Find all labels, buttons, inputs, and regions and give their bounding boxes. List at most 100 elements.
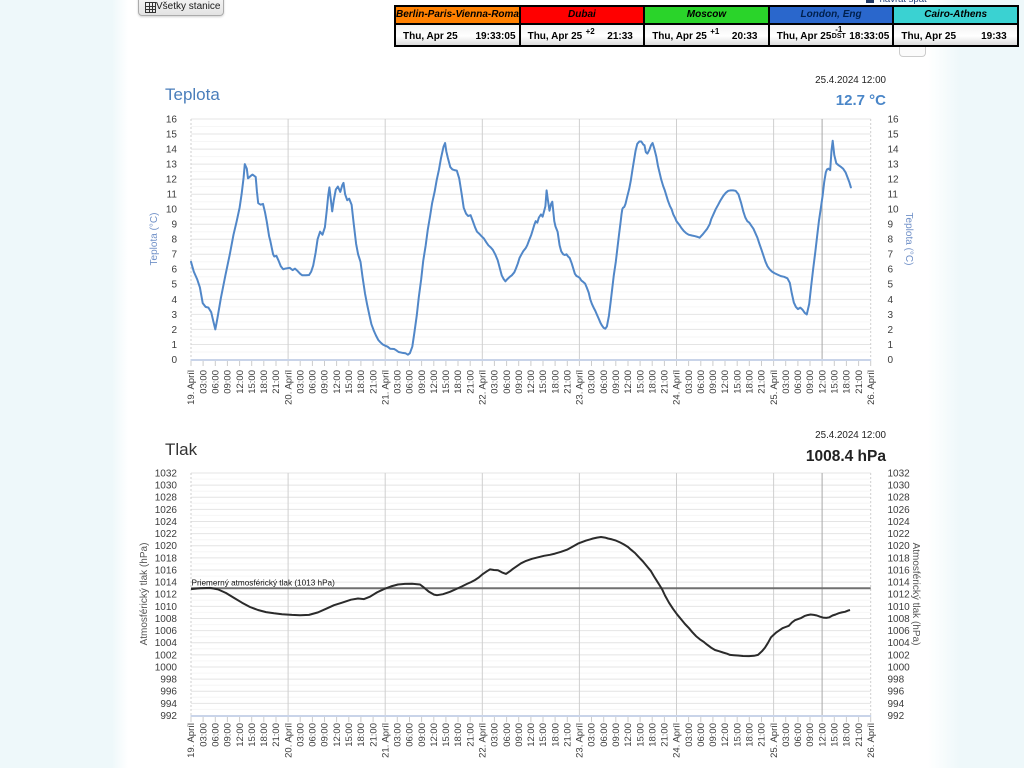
svg-text:1014: 1014: [888, 578, 911, 589]
svg-text:1018: 1018: [888, 553, 911, 564]
svg-text:1032: 1032: [155, 468, 178, 479]
svg-text:Atmosférický tlak (hPa): Atmosférický tlak (hPa): [910, 543, 921, 646]
svg-text:03:00: 03:00: [684, 723, 695, 747]
svg-text:21:00: 21:00: [465, 723, 476, 747]
svg-text:Tlak: Tlak: [165, 440, 198, 459]
svg-text:15:00: 15:00: [635, 370, 646, 394]
svg-text:1028: 1028: [888, 493, 911, 504]
svg-text:09:00: 09:00: [708, 723, 719, 747]
svg-text:21:00: 21:00: [271, 370, 282, 394]
svg-text:03:00: 03:00: [198, 723, 209, 747]
svg-text:23. Apríl: 23. Apríl: [575, 723, 586, 758]
svg-text:06:00: 06:00: [502, 370, 513, 394]
svg-text:1000: 1000: [155, 662, 178, 673]
svg-text:1010: 1010: [155, 602, 178, 613]
svg-text:1024: 1024: [155, 517, 178, 528]
svg-text:1014: 1014: [155, 578, 178, 589]
svg-text:03:00: 03:00: [587, 723, 598, 747]
svg-text:03:00: 03:00: [198, 370, 209, 394]
svg-text:12:00: 12:00: [720, 370, 731, 394]
svg-text:03:00: 03:00: [393, 370, 404, 394]
svg-text:21:00: 21:00: [757, 723, 768, 747]
svg-text:1006: 1006: [888, 626, 911, 637]
svg-text:1002: 1002: [155, 650, 178, 661]
svg-text:03:00: 03:00: [490, 370, 501, 394]
svg-text:25.4.2024 12:00: 25.4.2024 12:00: [815, 75, 886, 86]
svg-text:12:00: 12:00: [526, 370, 537, 394]
svg-text:22. Apríl: 22. Apríl: [478, 723, 489, 758]
svg-text:21:00: 21:00: [368, 723, 379, 747]
svg-text:10: 10: [888, 205, 900, 216]
svg-text:1000: 1000: [888, 662, 911, 673]
svg-text:09:00: 09:00: [708, 370, 719, 394]
svg-text:03:00: 03:00: [490, 723, 501, 747]
svg-text:10: 10: [166, 205, 178, 216]
svg-text:15:00: 15:00: [732, 370, 743, 394]
svg-text:1008: 1008: [888, 614, 911, 625]
svg-text:21:00: 21:00: [271, 723, 282, 747]
svg-text:Priemerný atmosférický tlak (1: Priemerný atmosférický tlak (1013 hPa): [192, 579, 336, 588]
svg-text:18:00: 18:00: [647, 370, 658, 394]
svg-text:12:00: 12:00: [429, 723, 440, 747]
svg-text:03:00: 03:00: [781, 723, 792, 747]
svg-text:15:00: 15:00: [538, 723, 549, 747]
svg-text:06:00: 06:00: [696, 370, 707, 394]
svg-text:25.4.2024 12:00: 25.4.2024 12:00: [815, 430, 886, 441]
svg-text:12:00: 12:00: [526, 723, 537, 747]
svg-text:09:00: 09:00: [223, 370, 234, 394]
svg-text:03:00: 03:00: [684, 370, 695, 394]
svg-text:19. Apríl: 19. Apríl: [186, 370, 197, 405]
svg-text:21. Apríl: 21. Apríl: [380, 723, 391, 758]
svg-text:14: 14: [166, 145, 178, 156]
svg-text:996: 996: [160, 687, 177, 698]
svg-text:06:00: 06:00: [599, 370, 610, 394]
svg-text:12:00: 12:00: [817, 370, 828, 394]
svg-text:1: 1: [888, 340, 894, 351]
svg-text:1010: 1010: [888, 602, 911, 613]
svg-text:20. Apríl: 20. Apríl: [283, 723, 294, 758]
svg-text:2: 2: [171, 325, 177, 336]
svg-text:06:00: 06:00: [793, 723, 804, 747]
svg-text:4: 4: [888, 295, 894, 306]
svg-text:0: 0: [171, 355, 177, 366]
svg-text:03:00: 03:00: [587, 370, 598, 394]
svg-text:24. Apríl: 24. Apríl: [672, 723, 683, 758]
svg-text:12:00: 12:00: [429, 370, 440, 394]
svg-text:13: 13: [888, 160, 900, 171]
svg-text:2: 2: [888, 325, 894, 336]
svg-text:9: 9: [171, 220, 177, 231]
svg-text:26. Apríl: 26. Apríl: [866, 723, 877, 758]
svg-text:994: 994: [160, 699, 177, 710]
svg-text:20. Apríl: 20. Apríl: [283, 370, 294, 405]
svg-text:1: 1: [171, 340, 177, 351]
svg-text:06:00: 06:00: [502, 723, 513, 747]
svg-text:12:00: 12:00: [817, 723, 828, 747]
svg-text:1026: 1026: [155, 505, 178, 516]
svg-text:06:00: 06:00: [405, 370, 416, 394]
svg-text:21:00: 21:00: [368, 370, 379, 394]
svg-text:18:00: 18:00: [259, 370, 270, 394]
svg-text:15:00: 15:00: [635, 723, 646, 747]
svg-text:09:00: 09:00: [417, 723, 428, 747]
svg-text:996: 996: [888, 687, 905, 698]
svg-text:15: 15: [166, 129, 178, 140]
svg-text:18:00: 18:00: [745, 723, 756, 747]
svg-text:15:00: 15:00: [732, 723, 743, 747]
svg-text:09:00: 09:00: [514, 723, 525, 747]
svg-text:03:00: 03:00: [295, 370, 306, 394]
svg-text:1008.4 hPa: 1008.4 hPa: [806, 448, 887, 465]
svg-text:11: 11: [888, 190, 899, 201]
svg-text:03:00: 03:00: [781, 370, 792, 394]
svg-text:09:00: 09:00: [805, 723, 816, 747]
svg-text:1030: 1030: [888, 481, 911, 492]
svg-text:18:00: 18:00: [259, 723, 270, 747]
svg-text:21:00: 21:00: [854, 723, 865, 747]
svg-text:21:00: 21:00: [465, 370, 476, 394]
svg-text:15: 15: [888, 129, 900, 140]
svg-text:21:00: 21:00: [660, 723, 671, 747]
svg-text:09:00: 09:00: [320, 723, 331, 747]
svg-text:25. Apríl: 25. Apríl: [769, 723, 780, 758]
svg-text:Teplota: Teplota: [165, 85, 220, 104]
svg-text:12:00: 12:00: [720, 723, 731, 747]
svg-text:22. Apríl: 22. Apríl: [478, 370, 489, 405]
